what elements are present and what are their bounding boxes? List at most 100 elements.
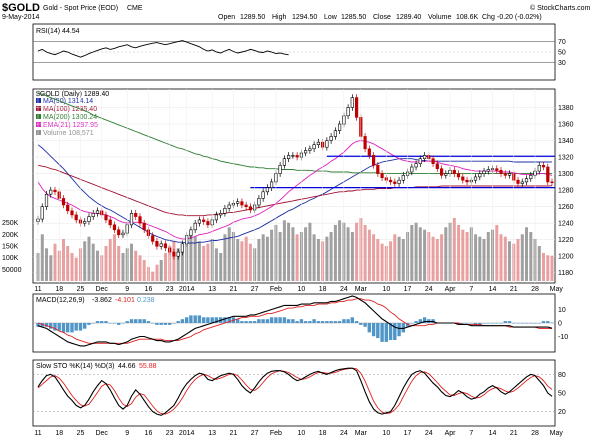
macd-histogram-bar [295,321,299,323]
x-tick-label: 9 [125,286,129,293]
candle-body [410,166,414,173]
candle-body [244,204,248,208]
x-tick-label: Feb [270,286,282,293]
volume-tick-label: 50000 [2,267,22,274]
sto-tick-label: 50 [558,391,566,398]
candle-body [452,170,456,174]
volume-bar [291,227,295,281]
x-tick-label: Apr [445,286,457,293]
volume-bar [325,236,329,281]
macd-histogram-bar [78,323,83,331]
volume-bar [401,239,405,281]
candle-body [546,166,550,183]
candle-body [227,204,231,209]
candle-body [393,181,397,184]
volume-bar [308,222,312,281]
x-tick-label-bottom: 2014 [179,430,195,437]
candle-body [316,141,321,145]
x-tick-label: 10 [297,286,305,293]
volume-label: Volume [428,14,451,21]
macd-histogram-bar [529,323,533,324]
candle-body [282,158,287,166]
x-tick-label-bottom: 10 [382,430,390,437]
legend-swatch [36,106,41,111]
volume-bar [134,250,138,281]
macd-histogram-bar [214,317,219,323]
macd-histogram-bar [380,323,384,342]
macd-histogram-bar [252,321,257,323]
macd-histogram-bar [278,317,282,323]
volume-bar [248,243,252,281]
macd-histogram-bar [546,321,550,323]
candle-body [91,213,95,217]
candle-body [66,204,70,212]
rsi-tick-label: 30 [558,60,566,67]
macd-histogram-bar [197,315,202,323]
macd-histogram-bar [189,315,193,323]
candle-body [337,123,342,131]
price-tick-label: 1300 [558,171,574,178]
volume-bar [465,232,469,281]
macd-histogram-bar [541,321,546,323]
macd-histogram-bar [180,319,185,323]
volume-bar [393,234,397,281]
macd-histogram-bar [95,321,100,323]
macd-histogram-bar [134,319,138,323]
volume-bar [244,236,248,281]
volume-bar [397,236,401,281]
macd-histogram-bar [516,323,520,324]
x-tick-label-bottom: Mar [355,430,368,437]
volume-bar [142,260,146,281]
macd-histogram-bar [405,323,410,327]
volume-bar [91,243,95,281]
chg-value: -0.20 (-0.02%) [497,14,542,21]
sto-panel [32,359,556,427]
macd-histogram-bar [482,323,486,324]
volume-bar [87,236,91,281]
volume-bar [410,225,414,281]
sto-legend-v2: 55.88 [139,363,157,370]
macd-histogram-bar [418,319,422,323]
volume-bar [130,243,133,281]
macd-histogram-bar [325,321,329,323]
macd-legend-v3: 0.238 [137,297,155,304]
candle-body [49,189,53,195]
price-tick-label: 1200 [558,254,574,261]
candle-body [367,148,371,156]
candle-body [520,181,524,184]
candle-body [278,165,282,174]
open-value: 1289.50 [240,14,265,21]
x-tick-label-bottom: 18 [319,430,327,437]
macd-legend-v1: -3.862 [92,297,112,304]
volume-bar [164,253,167,281]
macd-histogram-bar [363,323,367,327]
x-tick-label: 27 [251,286,259,293]
volume-bar [287,222,291,281]
volume-bar [525,227,528,281]
macd-histogram-bar [461,323,465,324]
macd-histogram-bar [121,323,125,324]
macd-histogram-bar [100,321,104,323]
volume-bar [227,227,231,281]
volume-bar [389,241,393,281]
candle-body [74,214,78,221]
volume-bar [121,253,125,281]
candle-body [456,173,461,178]
candle-body [87,216,91,222]
macd-histogram-bar [193,315,197,323]
macd-histogram-bar [91,323,95,324]
volume-bar [542,253,545,281]
candle-body [223,208,227,214]
volume-bar [261,234,265,281]
volume-bar [461,229,465,281]
volume-tick-label: 100K [2,255,19,262]
macd-histogram-bar [520,323,524,324]
legend-swatch [36,122,41,127]
macd-histogram-bar [384,323,388,342]
volume-bar [265,236,269,281]
macd-histogram-bar [299,319,304,323]
candle-body [363,136,367,150]
volume-bar [418,227,422,281]
candle-body [53,189,57,193]
rsi-tick-label: 70 [558,39,566,46]
